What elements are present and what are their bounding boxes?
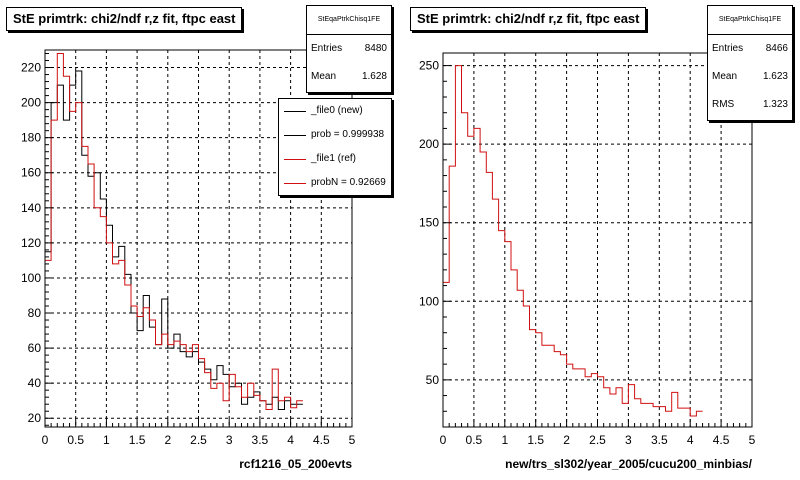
- x-tick-label: 0: [42, 433, 49, 447]
- legend-label: _file1 (ref): [311, 153, 357, 164]
- stats-mean-value: 1.628: [361, 71, 387, 82]
- stats-mean-label: Mean: [311, 71, 337, 82]
- stats-mean-label: Mean: [712, 71, 738, 82]
- y-tick-label: 50: [426, 373, 440, 387]
- left-chart-title: StE primtrk: chi2/ndf r,z fit, ftpc east: [6, 7, 243, 31]
- stats-entries-label: Entries: [311, 43, 343, 54]
- legend-swatch: [284, 111, 306, 112]
- y-tick-label: 80: [28, 306, 42, 320]
- right-stats-box: StEqaPtrkChisq1FE Entries 8466 Mean 1.623 …: [707, 5, 793, 121]
- series-ref: [443, 65, 703, 417]
- x-tick-label: 1.5: [129, 433, 146, 447]
- legend-label: probN = 0.92669: [311, 177, 386, 188]
- series-new: [45, 70, 303, 410]
- x-tick-label: 0.5: [466, 433, 483, 447]
- y-tick-label: 40: [28, 376, 42, 390]
- legend-entry-probn: probN = 0.92669: [279, 171, 391, 195]
- y-tick-label: 60: [28, 341, 42, 355]
- x-tick-label: 3: [625, 433, 632, 447]
- y-tick-label: 20: [28, 411, 42, 425]
- legend-swatch: [284, 159, 306, 160]
- x-tick-label: 4.5: [313, 433, 330, 447]
- y-tick-label: 160: [21, 166, 41, 180]
- stats-name: StEqaPtrkChisq1FE: [708, 6, 792, 35]
- legend-entry-new: _file0 (new): [279, 99, 391, 123]
- x-tick-label: 4: [687, 433, 694, 447]
- y-tick-label: 200: [21, 96, 41, 110]
- legend-entry-ref: _file1 (ref): [279, 147, 391, 171]
- stats-rms-value: 1.323: [762, 99, 788, 110]
- legend-swatch: [284, 183, 306, 184]
- left-histogram-panel: 0 0.5 1 1.5 2 2.5 3 3.5 4 4.5 5 20 40 60 80 100 120 140 16…: [21, 49, 356, 471]
- stats-name: StEqaPtrkChisq1FE: [307, 6, 391, 35]
- x-tick-label: 1: [103, 433, 110, 447]
- y-tick-label: 180: [21, 131, 41, 145]
- x-tick-label: 5: [749, 433, 756, 447]
- left-legend: _file0 (new) prob = 0.999938 _file1 (ref…: [278, 98, 392, 196]
- x-tick-label: 1.5: [527, 433, 544, 447]
- stats-entries-value: 8466: [765, 43, 788, 54]
- y-tick-label: 150: [419, 216, 439, 230]
- y-tick-label: 220: [21, 61, 41, 75]
- y-tick-label: 200: [419, 137, 439, 151]
- x-tick-label: 2.5: [190, 433, 207, 447]
- right-histogram-panel: 0 0.5 1 1.5 2 2.5 3 3.5 4 4.5 5 50 100 150 200 250 new/t…: [419, 52, 756, 471]
- series-ref: [45, 53, 303, 410]
- x-tick-label: 3.5: [651, 433, 668, 447]
- right-chart-title: StE primtrk: chi2/ndf r,z fit, ftpc east: [410, 7, 647, 31]
- legend-entry-prob: prob = 0.999938: [279, 123, 391, 147]
- x-tick-label: 2.5: [589, 433, 606, 447]
- y-tick-label: 250: [419, 59, 439, 73]
- legend-label: prob = 0.999938: [311, 129, 385, 140]
- y-tick-label: 100: [419, 294, 439, 308]
- x-tick-label: 3.5: [252, 433, 269, 447]
- stats-entries-label: Entries: [712, 43, 744, 54]
- stats-entries-value: 8480: [364, 43, 387, 54]
- x-tick-label: 2: [164, 433, 171, 447]
- legend-swatch: [284, 135, 306, 136]
- x-tick-label: 1: [501, 433, 508, 447]
- x-tick-label: 5: [349, 433, 356, 447]
- x-axis-label: rcf1216_05_200evts: [239, 457, 352, 471]
- x-tick-label: 4.5: [713, 433, 730, 447]
- y-tick-label: 100: [21, 271, 41, 285]
- left-stats-box: StEqaPtrkChisq1FE Entries 8480 Mean 1.628: [306, 5, 392, 93]
- stats-mean-value: 1.623: [762, 71, 788, 82]
- x-tick-label: 0: [440, 433, 447, 447]
- stats-rms-label: RMS: [712, 99, 735, 110]
- legend-label: _file0 (new): [311, 105, 363, 116]
- y-tick-label: 120: [21, 236, 41, 250]
- x-tick-label: 4: [287, 433, 294, 447]
- x-tick-label: 2: [563, 433, 570, 447]
- x-axis-label: new/trs_sl302/year_2005/cucu200_minbias/: [505, 457, 752, 471]
- y-tick-label: 140: [21, 201, 41, 215]
- x-tick-label: 3: [226, 433, 233, 447]
- x-tick-label: 0.5: [67, 433, 84, 447]
